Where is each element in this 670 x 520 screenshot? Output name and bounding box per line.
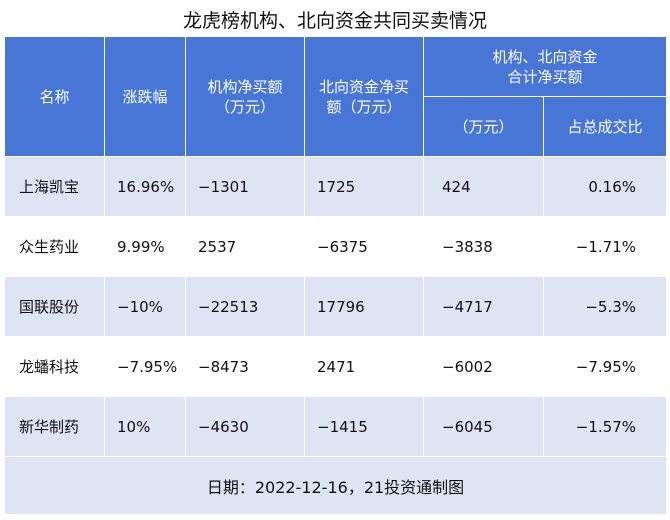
cell-inst: −4630 — [185, 396, 305, 457]
cell-name: 上海凯宝 — [4, 156, 105, 217]
cell-ratio: −5.3% — [542, 276, 668, 337]
page-title: 龙虎榜机构、北向资金共同买卖情况 — [182, 10, 487, 32]
cell-combined: −4717 — [423, 276, 544, 337]
table-row: 上海凯宝 16.96% −1301 1725 424 0.16% — [4, 156, 668, 217]
cell-north: 2471 — [304, 336, 424, 397]
cell-change: 9.99% — [104, 216, 186, 277]
cell-inst: −1301 — [185, 156, 305, 217]
table-row: 新华制药 10% −4630 −1415 −6045 −1.57% — [4, 396, 668, 457]
data-table: 名称 涨跌幅 机构净买额 （万元） 北向资金净买 额（万元） 机构、北向资金 合… — [3, 36, 668, 515]
cell-combined-value: −6045 — [442, 417, 493, 436]
header-name: 名称 — [4, 36, 105, 157]
cell-inst: −8473 — [185, 336, 305, 397]
cell-change: 10% — [104, 396, 186, 457]
cell-north: 1725 — [304, 156, 424, 217]
table-row: 众生药业 9.99% 2537 −6375 −3838 −1.71% — [4, 216, 668, 277]
cell-north: −1415 — [304, 396, 424, 457]
cell-ratio: 0.16% — [542, 156, 668, 217]
cell-name: 新华制药 — [4, 396, 105, 457]
cell-north: 17796 — [304, 276, 424, 337]
cell-combined-value: −3838 — [442, 237, 493, 256]
header-inst: 机构净买额 （万元） — [185, 36, 305, 157]
cell-change: 16.96% — [104, 156, 186, 217]
cell-ratio: −1.71% — [542, 216, 668, 277]
cell-ratio: −7.95% — [542, 336, 668, 397]
header-change: 涨跌幅 — [104, 36, 186, 157]
cell-ratio: −1.57% — [542, 396, 668, 457]
cell-combined-value: −6002 — [442, 357, 493, 376]
cell-name: 众生药业 — [4, 216, 105, 277]
header-ratio: 占总成交比 — [542, 96, 668, 157]
cell-inst: 2537 — [185, 216, 305, 277]
header-north: 北向资金净买 额（万元） — [304, 36, 424, 157]
cell-combined: 424 — [423, 156, 544, 217]
cell-combined-value: 424 — [442, 177, 471, 196]
cell-change: −10% — [104, 276, 186, 337]
footer-caption: 日期：2022-12-16，21投资通制图 — [3, 456, 668, 515]
cell-name: 国联股份 — [4, 276, 105, 337]
cell-north: −6375 — [304, 216, 424, 277]
cell-combined: −6045 — [423, 396, 544, 457]
cell-combined: −3838 — [423, 216, 544, 277]
cell-name: 龙蟠科技 — [4, 336, 105, 397]
cell-inst: −22513 — [185, 276, 305, 337]
cell-change: −7.95% — [104, 336, 186, 397]
header-combined-group: 机构、北向资金 合计净买额 — [422, 36, 668, 97]
table-row: 龙蟠科技 −7.95% −8473 2471 −6002 −7.95% — [4, 336, 668, 397]
cell-combined: −6002 — [423, 336, 544, 397]
cell-combined-value: −4717 — [442, 297, 493, 316]
table-row: 国联股份 −10% −22513 17796 −4717 −5.3% — [4, 276, 668, 337]
header-combined-unit: （万元） — [423, 96, 544, 157]
